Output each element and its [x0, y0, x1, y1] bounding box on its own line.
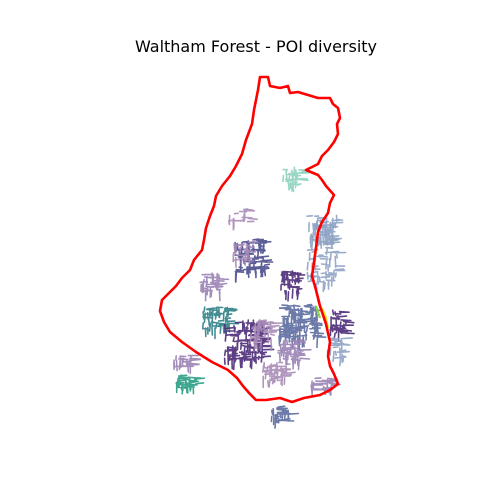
street-segments [201, 306, 240, 340]
street-cluster [175, 374, 206, 395]
street-segments [223, 319, 275, 371]
street-segments [232, 240, 259, 268]
street-segments [262, 361, 296, 389]
street-cluster [280, 270, 306, 302]
street-cluster [249, 319, 283, 351]
street-segments [280, 270, 306, 302]
street-cluster [232, 240, 259, 268]
street-segments [175, 374, 206, 395]
street-cluster [223, 319, 275, 371]
street-cluster [270, 405, 300, 429]
street-segments [173, 354, 202, 375]
street-cluster [199, 272, 230, 302]
map-title: Waltham Forest - POI diversity [135, 37, 377, 56]
street-segments [277, 339, 312, 371]
street-segments [270, 405, 300, 429]
street-segments [249, 319, 283, 351]
street-cluster [201, 306, 240, 340]
borough-boundary [158, 75, 342, 404]
street-cluster [277, 339, 312, 371]
street-segments [329, 309, 355, 342]
street-cluster [173, 354, 202, 375]
street-cluster [228, 208, 258, 231]
street-cluster [329, 309, 355, 342]
street-network-clusters [173, 166, 355, 429]
street-segments [199, 272, 230, 302]
street-segments [228, 208, 258, 231]
street-cluster [262, 361, 296, 389]
